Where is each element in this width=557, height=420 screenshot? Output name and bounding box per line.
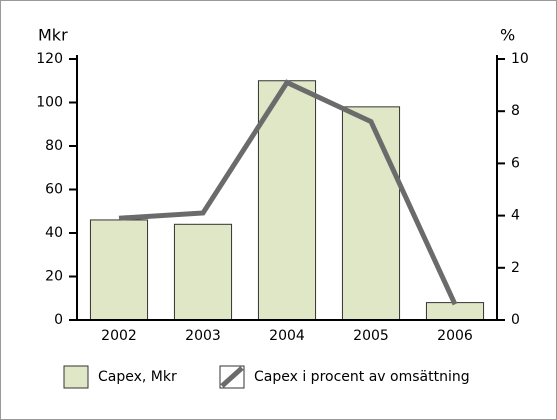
y2-tick-label: 4 — [511, 208, 520, 224]
y2-axis-title: % — [500, 26, 515, 45]
y-tick-label: 80 — [45, 138, 63, 154]
y2-tick-label: 10 — [511, 51, 529, 67]
line — [118, 79, 458, 306]
legend-swatch — [63, 365, 89, 389]
bar — [341, 106, 401, 321]
y2-tick-label: 2 — [511, 260, 520, 276]
x-tick-label: 2004 — [269, 328, 305, 344]
legend-label: Capex i procent av omsättning — [254, 369, 470, 385]
y-tick-label: 0 — [54, 312, 63, 328]
x-tick-label: 2006 — [437, 328, 473, 344]
y-tick-label: 60 — [45, 182, 63, 198]
y-tick-label: 100 — [36, 95, 63, 111]
x-tick-label: 2005 — [353, 328, 389, 344]
y-axis-title: Mkr — [38, 26, 68, 45]
bar — [425, 302, 485, 321]
x-tick-label: 2003 — [185, 328, 221, 344]
legend-label: Capex, Mkr — [98, 369, 177, 385]
y-tick-label: 20 — [45, 269, 63, 285]
bar — [173, 223, 233, 321]
bar — [257, 80, 317, 321]
bar — [89, 219, 149, 321]
x-tick-label: 2002 — [101, 328, 137, 344]
y-tick-label: 40 — [45, 225, 63, 241]
y2-tick-label: 8 — [511, 103, 520, 119]
legend-line — [220, 366, 244, 388]
y2-tick-label: 6 — [511, 155, 520, 171]
y2-tick-label: 0 — [511, 312, 520, 328]
y-tick-label: 120 — [36, 51, 63, 67]
